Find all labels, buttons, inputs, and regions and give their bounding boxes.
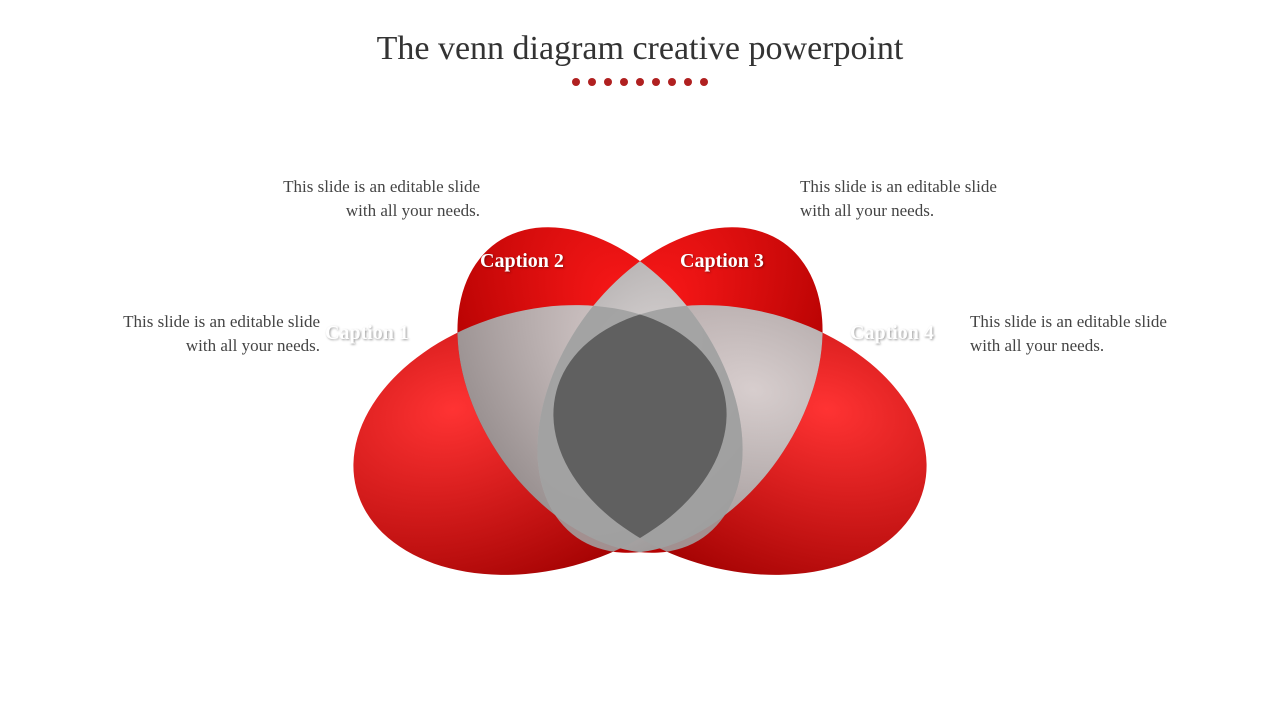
slide-title: The venn diagram creative powerpoint	[0, 30, 1280, 68]
title-dot	[572, 78, 580, 86]
title-dot	[668, 78, 676, 86]
title-dot	[620, 78, 628, 86]
caption-3-desc: This slide is an editable slide with all…	[800, 175, 1030, 223]
petal-label-3: Caption 3	[680, 250, 764, 273]
caption-1-desc: This slide is an editable slide with all…	[90, 310, 320, 358]
caption-4-desc: This slide is an editable slide with all…	[970, 310, 1200, 358]
title-dot	[652, 78, 660, 86]
caption-2-desc: This slide is an editable slide with all…	[250, 175, 480, 223]
title-dot	[604, 78, 612, 86]
title-dot	[684, 78, 692, 86]
petal-label-1: Caption 1	[325, 322, 409, 345]
petal-label-2: Caption 2	[480, 250, 564, 273]
title-dot	[588, 78, 596, 86]
title-dot	[700, 78, 708, 86]
petal-label-4: Caption 4	[850, 322, 934, 345]
title-dot	[636, 78, 644, 86]
title-dots	[572, 78, 708, 86]
venn-diagram	[290, 160, 990, 660]
